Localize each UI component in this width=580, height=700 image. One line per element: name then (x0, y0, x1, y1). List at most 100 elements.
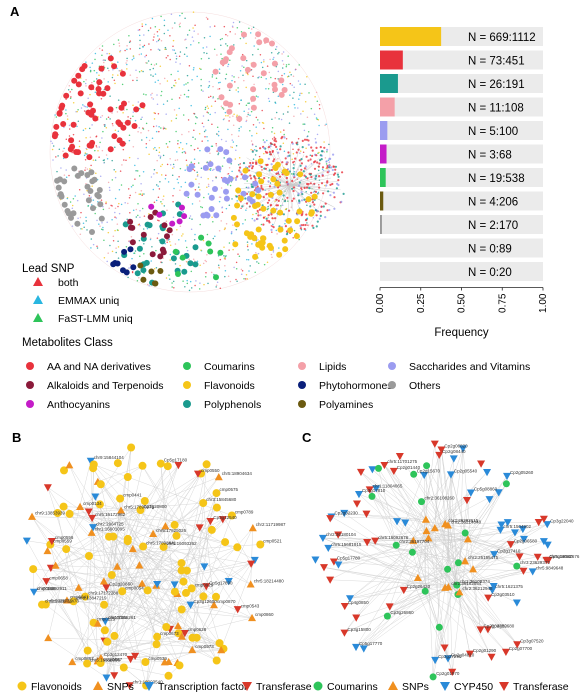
network-minor-node (225, 140, 227, 142)
network-minor-node (245, 86, 247, 89)
network-class-node (149, 251, 156, 258)
network-edge (106, 587, 217, 661)
x-tick-label: 0.50 (457, 293, 468, 313)
network-minor-node (185, 159, 188, 162)
network-minor-node (82, 129, 85, 132)
network-edge (127, 473, 202, 542)
network-minor-node (160, 174, 163, 176)
network-minor-node (115, 247, 117, 249)
network-minor-node (66, 118, 69, 120)
network-minor-node (90, 164, 92, 167)
network-minor-node (211, 180, 214, 182)
flavonoid-node (123, 473, 132, 481)
network-hub-node (267, 180, 270, 183)
network-hub-node (314, 177, 317, 180)
network-class-node (111, 133, 118, 140)
network-edge (69, 465, 123, 592)
network-minor-node (261, 109, 263, 112)
network-hub-node (319, 210, 322, 213)
network-minor-node (158, 38, 161, 40)
network-hub-node (285, 233, 289, 236)
network-minor-node (267, 97, 270, 100)
network-minor-node (263, 127, 265, 130)
network-hub-node (319, 159, 322, 162)
network-class-node (270, 207, 277, 214)
network-minor-node (146, 283, 149, 286)
snp-node (96, 653, 105, 662)
network-hub-node (260, 184, 263, 188)
network-minor-node (99, 116, 102, 119)
network-minor-node (251, 217, 254, 220)
network-class-node (74, 220, 81, 227)
network-hub-node (307, 143, 310, 146)
network-minor-node (191, 203, 194, 205)
network-minor-node (180, 94, 182, 97)
network-minor-node (128, 139, 131, 142)
network-minor-node (65, 109, 67, 111)
network-hub-node (326, 180, 329, 183)
network-minor-node (158, 28, 161, 31)
network-hub-node (323, 146, 326, 149)
bar (380, 27, 442, 46)
network-minor-node (150, 74, 152, 76)
bar-label: N = 73:451 (468, 56, 525, 68)
network-minor-node (106, 260, 108, 263)
network-minor-node (97, 200, 99, 203)
network-minor-node (204, 136, 206, 138)
network-hub-node (249, 174, 252, 177)
network-minor-node (163, 32, 166, 35)
network-minor-node (217, 152, 220, 154)
bar (380, 144, 387, 164)
node-label: chr2:11719987 (256, 522, 286, 527)
network-minor-node (287, 105, 290, 108)
tf-node (29, 588, 38, 596)
network-minor-node (190, 161, 193, 164)
class-label: Polyamines (319, 399, 373, 411)
network-minor-node (257, 119, 259, 121)
network-class-node (255, 226, 262, 233)
network-class-node (234, 202, 241, 209)
network-minor-node (265, 77, 267, 80)
network-minor-node (216, 54, 218, 56)
flavonoid-node (188, 633, 197, 642)
network-edge (66, 600, 253, 619)
network-minor-node (128, 41, 131, 44)
network-minor-node (111, 62, 113, 65)
network-minor-node (96, 146, 98, 148)
network-edge (330, 530, 427, 580)
network-edge (72, 633, 185, 663)
network-minor-node (111, 250, 114, 253)
network-minor-node (65, 138, 68, 140)
network-class-node (246, 195, 253, 202)
transferase-node (233, 606, 242, 614)
network-minor-node (198, 182, 200, 185)
bar-label: N = 26:191 (468, 79, 525, 91)
network-minor-node (109, 244, 111, 247)
node-label: Cp2g04810 (451, 653, 475, 658)
network-hub-node (326, 148, 329, 151)
network-class-node (130, 264, 137, 271)
network-minor-node (171, 98, 173, 100)
network-minor-node (237, 253, 239, 255)
network-minor-node (152, 67, 155, 70)
network-minor-node (251, 243, 253, 245)
network-minor-node (267, 216, 269, 219)
class-marker (183, 381, 191, 389)
network-class-node (170, 255, 177, 262)
network-minor-node (83, 105, 85, 107)
network-minor-node (62, 157, 65, 160)
transferase-node (47, 538, 56, 546)
network-hub-node (313, 203, 316, 206)
network-minor-node (247, 112, 249, 114)
network-edge (396, 492, 472, 546)
network-minor-node (139, 39, 141, 42)
network-minor-node (132, 79, 134, 82)
bar (380, 121, 388, 140)
network-class-node (89, 139, 96, 146)
snp-node (149, 529, 158, 538)
network-minor-node (252, 213, 254, 216)
network-class-node (70, 210, 77, 217)
network-edge (147, 541, 226, 591)
network-edge (287, 184, 291, 195)
network-minor-node (69, 97, 72, 100)
